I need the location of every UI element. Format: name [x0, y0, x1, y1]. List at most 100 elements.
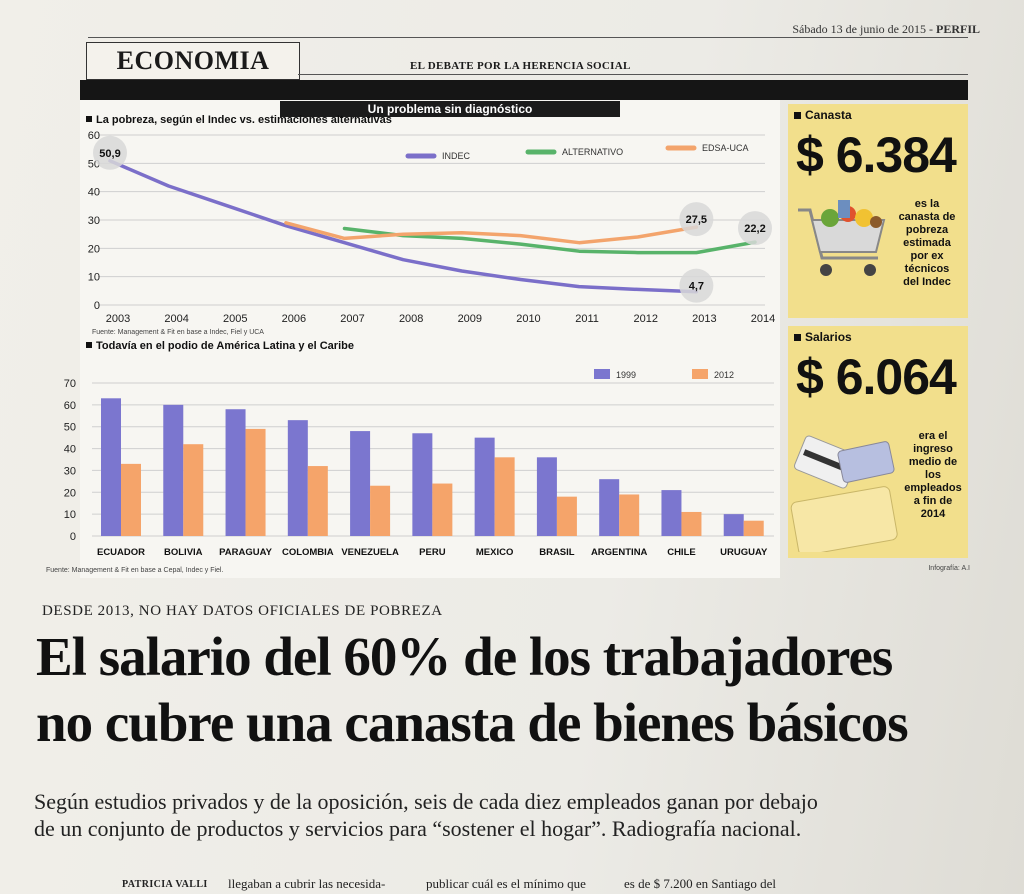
line-title-bullet-icon	[86, 116, 92, 122]
poverty-line-chart: La pobreza, según el Indec vs. estimacio…	[86, 114, 775, 336]
line-x-tick-label: 2014	[751, 313, 775, 325]
infographic-title: Un problema sin diagnóstico	[280, 101, 620, 117]
canasta-note-line: estimada	[903, 237, 951, 249]
series-line-alternativo	[342, 226, 757, 255]
bullet-square-icon	[794, 112, 801, 119]
subheadline-line-1: Según estudios privados y de la oposició…	[34, 789, 818, 814]
canasta-note-line: es la	[914, 198, 940, 210]
line-x-tick-label: 2009	[458, 313, 482, 325]
line-chart-title: La pobreza, según el Indec vs. estimacio…	[96, 114, 392, 126]
data-label-bubble	[679, 268, 714, 303]
bar-y-tick-label: 50	[64, 422, 76, 434]
bar-category-label: URUGUAY	[720, 547, 768, 558]
bar-1999	[350, 431, 371, 536]
bar-2012	[432, 483, 453, 536]
legend-label: 1999	[616, 370, 636, 380]
date-line: Sábado 13 de junio de 2015 - PERFIL	[792, 22, 980, 36]
line-y-tick-label: 40	[88, 187, 100, 199]
column-2-snippet: publicar cuál es el mínimo que	[426, 876, 586, 891]
canasta-note-line: del Indec	[903, 276, 951, 288]
bar-category-label: ARGENTINA	[591, 547, 648, 558]
poverty-bar-chart: Todavía en el podio de América Latina y …	[46, 340, 774, 574]
bar-chart-title: Todavía en el podio de América Latina y …	[96, 340, 354, 352]
canasta-label: Canasta	[805, 108, 852, 122]
line-x-tick-label: 2012	[633, 313, 657, 325]
bar-y-tick-label: 60	[64, 400, 76, 412]
bar-1999	[661, 490, 682, 536]
kicker: DESDE 2013, NO HAY DATOS OFICIALES DE PO…	[42, 603, 443, 619]
salarios-note-line: ingreso	[913, 443, 953, 455]
canasta-note-line: pobreza	[905, 224, 949, 236]
bar-category-label: MEXICO	[476, 547, 513, 558]
bar-category-label: PERU	[419, 547, 446, 558]
subtitle-rule	[298, 74, 968, 75]
bar-1999	[536, 457, 557, 536]
headline: El salario del 60% de los trabajadores n…	[36, 624, 1016, 756]
bar-1999	[412, 433, 433, 536]
headline-line-1: El salario del 60% de los trabajadores	[36, 626, 893, 687]
body-text-row: PATRICIA VALLI llegaban a cubrir las nec…	[40, 876, 1020, 894]
line-x-tick-label: 2008	[399, 313, 423, 325]
salarios-label: Salarios	[805, 330, 852, 344]
salarios-note-line: los	[925, 469, 941, 481]
line-x-tick-label: 2005	[223, 313, 247, 325]
legend-label: INDEC	[442, 151, 471, 161]
subheadline: Según estudios privados y de la oposició…	[34, 788, 1004, 842]
legend-label: 2012	[714, 370, 734, 380]
canasta-note-line: por ex	[910, 250, 944, 262]
line-y-tick-label: 20	[88, 243, 100, 255]
bar-2012	[681, 511, 702, 536]
bar-1999	[599, 479, 620, 536]
legend-label: EDSA-UCA	[702, 143, 749, 153]
salarios-note-line: era el	[918, 430, 948, 442]
bar-y-tick-label: 0	[70, 531, 76, 543]
salarios-note-line: medio de	[908, 456, 958, 468]
salarios-note-line: empleados	[904, 482, 962, 494]
line-x-tick-label: 2004	[164, 313, 188, 325]
section-title: ECONOMIA	[86, 42, 300, 80]
line-x-tick-label: 2013	[692, 313, 716, 325]
canasta-note: es la canasta de pobreza estimada por ex técn…	[888, 198, 966, 289]
bar-category-label: BOLIVIA	[164, 547, 203, 558]
legend-swatch	[594, 369, 610, 379]
column-1-snippet: llegaban a cubrir las necesida-	[228, 876, 386, 891]
data-label: 22,2	[744, 223, 765, 235]
bar-2012	[245, 428, 266, 536]
bar-y-tick-label: 40	[64, 444, 76, 456]
paper-name: PERFIL	[935, 22, 980, 36]
bullet-square-icon	[794, 334, 801, 341]
series-line-indec	[108, 159, 699, 294]
subheadline-line-2: de un conjunto de productos y servicios …	[34, 816, 802, 841]
bar-y-tick-label: 70	[64, 378, 76, 390]
byline: PATRICIA VALLI	[122, 879, 208, 890]
bar-1999	[163, 404, 184, 536]
bar-1999	[225, 409, 246, 536]
data-label: 4,7	[689, 281, 704, 293]
headline-line-2: no cubre una canasta de bienes básicos	[36, 692, 909, 753]
line-y-tick-label: 30	[88, 215, 100, 227]
bar-2012	[619, 494, 640, 536]
section-subtitle: EL DEBATE POR LA HERENCIA SOCIAL	[410, 60, 631, 72]
top-rule	[88, 37, 968, 38]
bar-category-label: ECUADOR	[97, 547, 145, 558]
salarios-note-line: a fin de	[913, 495, 953, 507]
infographic-credit: Infografía: A.I	[928, 565, 970, 572]
canasta-amount: $ 6.384	[796, 127, 957, 183]
line-chart-source: Fuente: Management & Fit en base a Indec…	[92, 329, 264, 336]
bar-title-bullet-icon	[86, 342, 92, 348]
bar-1999	[101, 398, 121, 536]
bar-y-tick-label: 20	[64, 487, 76, 499]
bar-category-label: VENEZUELA	[341, 547, 399, 558]
salarios-note: era el ingreso medio de los empleados a fin d…	[898, 430, 968, 521]
bar-chart-source: Fuente: Management & Fit en base a Cepal…	[46, 567, 223, 574]
bar-category-label: COLOMBIA	[282, 547, 334, 558]
line-y-tick-label: 60	[88, 130, 100, 142]
canasta-note-line: canasta de	[898, 211, 956, 223]
bar-1999	[474, 437, 495, 536]
line-x-tick-label: 2010	[516, 313, 540, 325]
data-label: 50,9	[99, 148, 120, 160]
salarios-note-line: 2014	[920, 508, 946, 520]
legend-swatch	[692, 369, 708, 379]
data-label-bubble	[738, 211, 772, 246]
canasta-note-line: técnicos	[904, 263, 950, 275]
